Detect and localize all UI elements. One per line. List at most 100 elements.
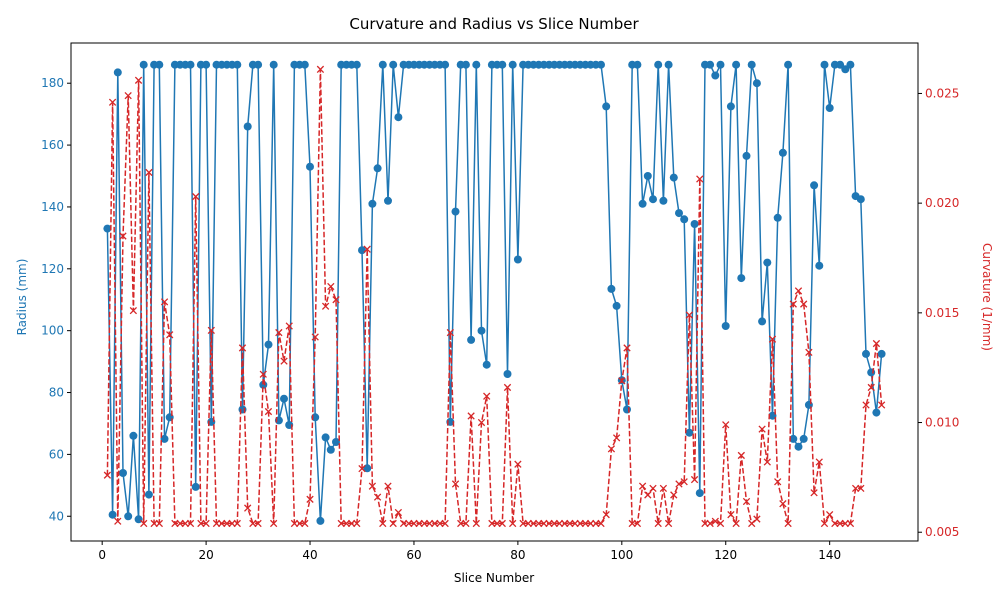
curvature-point bbox=[399, 519, 408, 528]
radius-point bbox=[461, 60, 470, 69]
radius-point bbox=[784, 60, 793, 69]
radius-point bbox=[113, 68, 122, 77]
radius-point bbox=[732, 60, 741, 69]
curvature-point bbox=[488, 519, 496, 528]
curvature-point bbox=[638, 482, 647, 490]
curvature-point bbox=[368, 482, 377, 490]
curvature-point bbox=[259, 370, 267, 378]
curvature-point bbox=[472, 519, 480, 528]
x-axis-label: Slice Number bbox=[454, 571, 534, 585]
curvature-point bbox=[462, 519, 470, 528]
curvature-point bbox=[238, 344, 247, 352]
curvature-point bbox=[696, 175, 704, 183]
radius-point bbox=[108, 510, 117, 519]
curvature-point bbox=[768, 335, 777, 343]
curvature-point bbox=[774, 478, 782, 486]
curvature-point bbox=[373, 493, 382, 501]
radius-point bbox=[877, 349, 886, 358]
curvature-point bbox=[363, 245, 371, 253]
curvature-point bbox=[420, 519, 429, 528]
left-y-tick-label: 120 bbox=[41, 262, 64, 276]
right-y-tick-label: 0.025 bbox=[925, 86, 959, 100]
curvature-point bbox=[810, 489, 818, 497]
curvature-point bbox=[592, 519, 600, 528]
radius-point bbox=[597, 60, 605, 69]
curvature-point bbox=[306, 495, 314, 503]
curvature-point bbox=[316, 65, 325, 73]
curvature-point bbox=[212, 519, 221, 528]
curvature-point bbox=[166, 331, 174, 339]
radius-point bbox=[623, 405, 631, 414]
radius-point bbox=[695, 489, 704, 498]
radius-point bbox=[321, 433, 330, 442]
curvature-point bbox=[353, 519, 361, 528]
x-tick-label: 120 bbox=[714, 548, 737, 562]
radius-point bbox=[352, 60, 361, 69]
radius-point bbox=[825, 104, 834, 112]
curvature-point bbox=[649, 484, 657, 493]
curvature-point bbox=[524, 519, 532, 528]
radius-point bbox=[690, 220, 699, 228]
curvature-point bbox=[192, 192, 200, 201]
curvature-point bbox=[550, 519, 558, 528]
radius-point bbox=[638, 199, 647, 208]
radius-point bbox=[815, 261, 824, 270]
radius-point bbox=[384, 196, 392, 205]
curvature-point bbox=[560, 519, 569, 528]
left-axis-label: Radius (mm) bbox=[15, 259, 29, 336]
radius-point bbox=[799, 434, 808, 443]
curvature-point bbox=[431, 519, 439, 528]
radius-point bbox=[659, 196, 668, 205]
curvature-point bbox=[612, 434, 621, 442]
radius-point bbox=[394, 113, 403, 122]
curvature-point bbox=[379, 519, 387, 528]
curvature-point bbox=[202, 519, 210, 528]
curvature-point bbox=[664, 519, 673, 528]
curvature-point bbox=[477, 418, 486, 427]
radius-point bbox=[862, 349, 870, 358]
radius-point bbox=[373, 164, 382, 173]
curvature-point bbox=[327, 282, 335, 291]
radius-point bbox=[300, 60, 309, 69]
curvature-point bbox=[311, 333, 319, 341]
plot-area bbox=[103, 60, 886, 528]
radius-point bbox=[326, 445, 335, 454]
radius-point bbox=[129, 431, 138, 440]
radius-point bbox=[233, 60, 242, 69]
axes: 0 20 40 60 80 100 120 140 40 60 80 100 120 140 160 180 0… bbox=[41, 42, 959, 562]
curvature-point bbox=[722, 421, 730, 429]
curvature-point bbox=[846, 519, 855, 528]
radius-point bbox=[378, 60, 387, 69]
curvature-point bbox=[218, 519, 226, 528]
curvature-point bbox=[493, 519, 501, 528]
curvature-point bbox=[301, 519, 309, 528]
curvature-point bbox=[207, 326, 215, 335]
curvature-point bbox=[763, 458, 771, 466]
radius-point bbox=[654, 60, 663, 69]
curvature-point bbox=[675, 480, 683, 488]
curvature-point bbox=[264, 407, 273, 416]
curvature-point bbox=[269, 519, 278, 528]
curvature-point bbox=[249, 519, 257, 528]
curvature-point bbox=[509, 519, 517, 528]
radius-point bbox=[477, 326, 486, 335]
radius-point bbox=[503, 370, 512, 378]
curvature-point bbox=[451, 480, 460, 488]
left-y-tick-label: 40 bbox=[49, 509, 64, 523]
curvature-point bbox=[514, 460, 522, 468]
curvature-point bbox=[872, 339, 881, 348]
curvature-point bbox=[602, 511, 610, 519]
curvature-point bbox=[758, 425, 766, 433]
curvature-point bbox=[789, 300, 797, 308]
curvature-point bbox=[644, 491, 652, 499]
curvature-point bbox=[244, 504, 252, 512]
left-y-tick-label: 100 bbox=[41, 324, 64, 338]
radius-point bbox=[664, 60, 673, 69]
curvature-point bbox=[254, 519, 262, 528]
curvature-point bbox=[529, 519, 538, 528]
curvature-point bbox=[358, 464, 366, 473]
radius-point bbox=[160, 434, 169, 443]
radius-point bbox=[103, 224, 112, 233]
